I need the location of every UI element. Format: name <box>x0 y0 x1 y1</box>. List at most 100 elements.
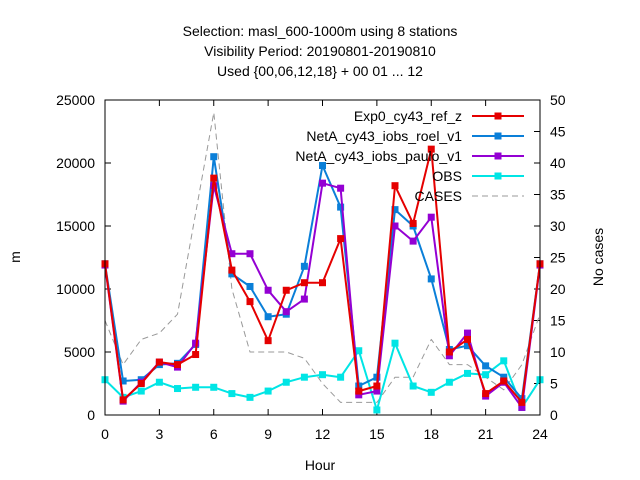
data-point-obs <box>192 383 200 391</box>
data-point-neta-cy43-iobs-paulo-v1 <box>464 329 471 337</box>
data-point-obs <box>282 378 290 386</box>
data-point-neta-cy43-iobs-roel-v1 <box>264 313 272 321</box>
data-point-obs <box>355 347 363 355</box>
data-point-obs <box>373 406 381 414</box>
x-tick-label: 24 <box>532 426 548 442</box>
y-tick-label: 15000 <box>56 218 95 234</box>
data-point-neta-cy43-iobs-paulo-v1 <box>264 286 272 294</box>
data-point-exp0-cy43-ref-z <box>482 390 490 398</box>
data-point-neta-cy43-iobs-paulo-v1 <box>445 352 453 360</box>
series-line-cases <box>104 112 541 403</box>
y2-tick-label: 25 <box>550 250 566 266</box>
data-point-obs <box>427 388 435 396</box>
data-point-neta-cy43-iobs-roel-v1 <box>464 342 471 350</box>
data-point-neta-cy43-iobs-roel-v1 <box>119 377 127 385</box>
legend-item-exp0-cy43-ref-z: Exp0_cy43_ref_z <box>354 108 524 124</box>
data-point-neta-cy43-iobs-paulo-v1 <box>300 295 308 303</box>
data-point-obs <box>300 373 308 381</box>
data-point-obs <box>319 371 326 379</box>
x-tick-label: 3 <box>155 426 163 442</box>
chart-title-line-1: Selection: masl_600-1000m using 8 statio… <box>183 23 458 39</box>
data-point-exp0-cy43-ref-z <box>264 337 272 345</box>
chart-title-line-3: Used {00,06,12,18} + 00 01 ... 12 <box>217 63 423 79</box>
legend-item-neta-cy43-iobs-roel-v1: NetA_cy43_iobs_roel_v1 <box>306 128 524 144</box>
x-axis-label: Hour <box>305 457 336 473</box>
legend-label: OBS <box>432 168 462 184</box>
data-point-exp0-cy43-ref-z <box>391 182 399 190</box>
data-point-neta-cy43-iobs-paulo-v1 <box>391 222 399 230</box>
data-point-neta-cy43-iobs-paulo-v1 <box>319 179 326 187</box>
data-point-obs <box>137 387 145 395</box>
data-point-neta-cy43-iobs-roel-v1 <box>210 153 218 161</box>
data-point-obs <box>246 393 254 401</box>
data-point-exp0-cy43-ref-z <box>155 358 163 366</box>
data-point-neta-cy43-iobs-roel-v1 <box>319 162 326 170</box>
data-point-exp0-cy43-ref-z <box>246 298 254 306</box>
data-point-obs <box>391 339 399 347</box>
data-point-exp0-cy43-ref-z <box>337 235 345 243</box>
data-point-exp0-cy43-ref-z <box>174 361 181 369</box>
data-point-exp0-cy43-ref-z <box>137 380 145 387</box>
y2-tick-label: 45 <box>550 124 566 140</box>
data-point-obs <box>264 387 272 395</box>
y2-tick-label: 30 <box>550 218 566 234</box>
x-tick-label: 12 <box>315 426 331 442</box>
data-point-exp0-cy43-ref-z <box>300 279 308 287</box>
data-point-neta-cy43-iobs-paulo-v1 <box>355 391 363 399</box>
data-point-neta-cy43-iobs-paulo-v1 <box>246 250 254 258</box>
chart-title-line-2: Visibility Period: 20190801-20190810 <box>204 43 436 59</box>
y2-tick-label: 20 <box>550 281 566 297</box>
data-point-exp0-cy43-ref-z <box>210 174 218 182</box>
data-point-neta-cy43-iobs-roel-v1 <box>391 206 399 214</box>
data-point-neta-cy43-iobs-paulo-v1 <box>192 339 200 347</box>
data-point-obs <box>155 378 163 386</box>
data-point-neta-cy43-iobs-paulo-v1 <box>373 387 381 395</box>
x-tick-label: 6 <box>210 426 218 442</box>
y2-tick-label: 0 <box>550 407 558 423</box>
y-tick-label: 0 <box>87 407 95 423</box>
data-point-neta-cy43-iobs-roel-v1 <box>427 275 435 283</box>
legend-label: Exp0_cy43_ref_z <box>354 108 462 124</box>
x-tick-label: 9 <box>264 426 272 442</box>
data-point-obs <box>464 369 471 377</box>
series-obs <box>101 339 544 414</box>
data-point-obs <box>482 371 490 379</box>
data-point-exp0-cy43-ref-z <box>355 387 363 395</box>
data-point-neta-cy43-iobs-roel-v1 <box>482 362 490 370</box>
data-point-exp0-cy43-ref-z <box>282 286 290 294</box>
data-point-obs <box>210 383 218 391</box>
legend-swatch-marker <box>494 112 502 120</box>
data-point-exp0-cy43-ref-z <box>373 382 381 390</box>
y-tick-label: 10000 <box>56 281 95 297</box>
legend-label: NetA_cy43_iobs_roel_v1 <box>306 128 462 144</box>
y2-tick-label: 15 <box>550 313 566 329</box>
data-point-obs <box>409 382 417 390</box>
data-point-exp0-cy43-ref-z <box>192 351 200 359</box>
x-tick-label: 18 <box>423 426 439 442</box>
data-point-obs <box>445 378 453 386</box>
data-point-neta-cy43-iobs-roel-v1 <box>500 373 508 381</box>
y-tick-label: 5000 <box>64 344 95 360</box>
data-point-neta-cy43-iobs-paulo-v1 <box>282 308 290 316</box>
legend-swatch-marker <box>494 132 502 140</box>
axes: 0 3 6 9 12 15 18 21 2405000100001500020000250000… <box>56 92 566 442</box>
y2-tick-label: 40 <box>550 155 566 171</box>
y2-tick-label: 50 <box>550 92 566 108</box>
legend: Exp0_cy43_ref_z NetA_cy43_iobs_roel_v1 Net… <box>295 108 524 204</box>
data-point-obs <box>228 390 236 398</box>
x-tick-label: 15 <box>369 426 385 442</box>
legend-swatch-marker <box>494 152 502 160</box>
chart-title: Selection: masl_600-1000m using 8 statio… <box>183 23 458 79</box>
y2-axis-label: No cases <box>590 228 606 286</box>
data-point-obs <box>337 373 345 381</box>
data-point-neta-cy43-iobs-roel-v1 <box>337 203 345 211</box>
x-tick-label: 0 <box>101 426 109 442</box>
data-point-exp0-cy43-ref-z <box>464 335 471 343</box>
y-axis-label: m <box>7 251 23 263</box>
data-point-neta-cy43-iobs-paulo-v1 <box>228 250 236 258</box>
series-layer <box>101 112 544 414</box>
plot-frame <box>104 99 541 416</box>
data-point-neta-cy43-iobs-roel-v1 <box>228 270 236 278</box>
y2-tick-label: 35 <box>550 187 566 203</box>
